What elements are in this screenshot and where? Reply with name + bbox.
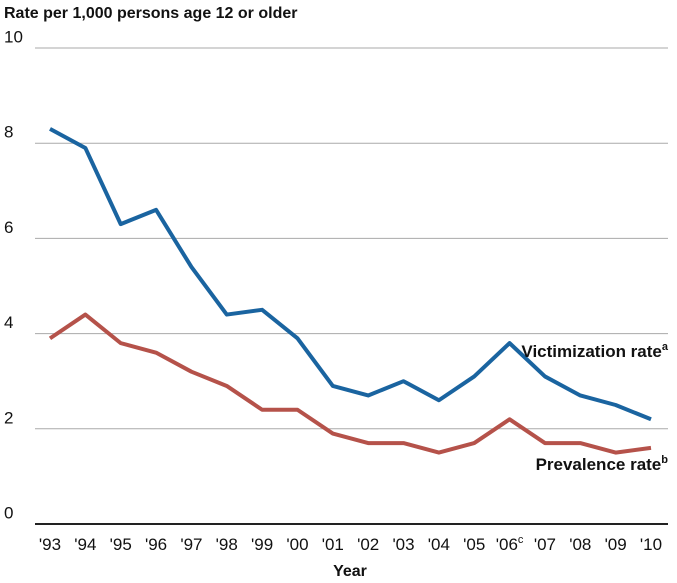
- x-tick-label: '10: [640, 535, 662, 554]
- x-tick-label: '02: [357, 535, 379, 554]
- x-tick-label: '00: [286, 535, 308, 554]
- x-tick-label: '08: [569, 535, 591, 554]
- x-tick-text: '04: [428, 535, 450, 554]
- x-tick-text: '98: [216, 535, 238, 554]
- x-tick-label: '96: [145, 535, 167, 554]
- x-tick-text: '94: [74, 535, 96, 554]
- x-tick-text: '03: [392, 535, 414, 554]
- x-tick-text: '96: [145, 535, 167, 554]
- data-line: [48, 312, 652, 455]
- x-tick-label: '01: [322, 535, 344, 554]
- x-tick-label: '97: [180, 535, 202, 554]
- x-tick-text: '00: [286, 535, 308, 554]
- x-tick-text: '02: [357, 535, 379, 554]
- x-tick-text: '10: [640, 535, 662, 554]
- x-tick-text: '99: [251, 535, 273, 554]
- x-tick-label: '03: [392, 535, 414, 554]
- x-tick-text: '08: [569, 535, 591, 554]
- x-tick-label: '06c: [496, 534, 524, 555]
- x-tick-label: '99: [251, 535, 273, 554]
- x-tick-label: '07: [534, 535, 556, 554]
- x-tick-label: '98: [216, 535, 238, 554]
- y-tick-label: 6: [4, 218, 13, 237]
- y-tick-label: 4: [4, 313, 13, 332]
- series-label: Victimization ratea: [521, 341, 668, 362]
- y-tick-label: 10: [4, 27, 23, 46]
- x-tick-label: '05: [463, 535, 485, 554]
- x-tick-text: '95: [110, 535, 132, 554]
- x-tick-text: '05: [463, 535, 485, 554]
- x-tick-label: '09: [605, 535, 627, 554]
- series-label: Prevalence rateb: [536, 454, 669, 475]
- x-tick-text: '07: [534, 535, 556, 554]
- x-tick-label: '94: [74, 535, 96, 554]
- x-tick-text: '06: [496, 535, 518, 554]
- x-axis-title: Year: [333, 563, 367, 580]
- x-tick-label: '95: [110, 535, 132, 554]
- x-tick-text: '01: [322, 535, 344, 554]
- x-tick-label: '04: [428, 535, 450, 554]
- x-tick-text: '97: [180, 535, 202, 554]
- x-tick-label: '93: [39, 535, 61, 554]
- x-tick-text: '93: [39, 535, 61, 554]
- series-name: Victimization rate: [521, 342, 661, 361]
- series-name: Prevalence rate: [536, 455, 662, 474]
- y-tick-label: 0: [4, 503, 13, 522]
- x-tick-text: '09: [605, 535, 627, 554]
- series-superscript: b: [661, 454, 668, 466]
- series-superscript: a: [662, 341, 669, 353]
- data-line: [49, 127, 652, 422]
- y-axis-title: Rate per 1,000 persons age 12 or older: [4, 5, 297, 22]
- y-tick-label: 2: [4, 408, 13, 427]
- y-tick-label: 8: [4, 123, 13, 142]
- x-tick-superscript: c: [518, 534, 524, 546]
